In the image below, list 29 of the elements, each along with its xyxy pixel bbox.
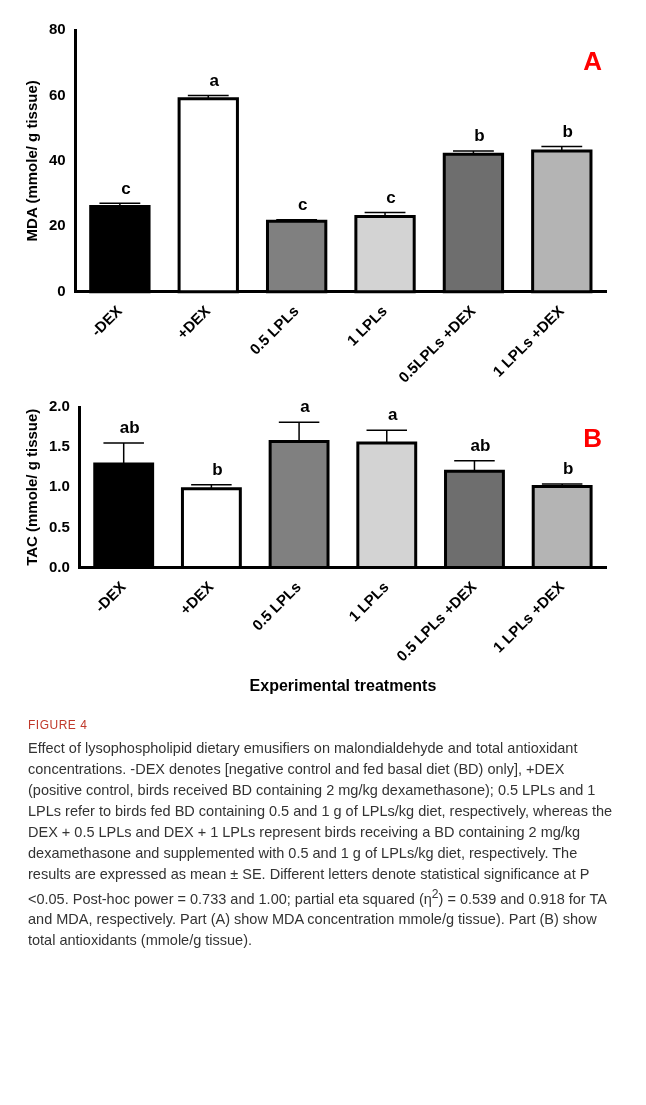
- annotation: b: [212, 460, 223, 480]
- y-axis-title: MDA (mmole/ g tissue): [23, 80, 41, 242]
- y-tick-label: 0: [57, 281, 66, 299]
- y-tick-label: 80: [49, 20, 66, 38]
- annotation: ab: [470, 435, 491, 455]
- annotation: c: [121, 178, 131, 198]
- y-tick-label: 20: [49, 216, 66, 234]
- text: Effect of lysophospholipid dietary emusifiers on malondialdehyde and total antioxidant concentrations. -DEX denotes [negative control and fed basal diet (BD) only], +DEX (positive control, birds received BD containing 2 mg/kg dexamethasone); 0.5 LPLs and 1 LPLs refer to birds fed BD containing 0.5 and 1 g of LPLs/kg diet, respectively, whereas the DEX + 0.5 LPLs and DEX + 1 LPLs represent birds receiving a BD containing 2 mg/kg dexamethasone and supplemented with 0.5 and 1 g of LPLs/kg diet, respectively. The results are expressed as mean ± SE. Different letters denote statistical significance at P <0.05. Post-hoc power = 0.733 and 1.00; partial eta squared (η$^{2}$) = 0.539 and 0.918 for TA and MDA, respectively. Part (A) show MDA concentration mmole/g tissue). Part (B) show total antioxidants (mmole/g tissue).: [28, 740, 613, 949]
- y-tick-label: 1.0: [48, 477, 70, 495]
- annotation: a: [388, 405, 399, 425]
- x-axis-title: Experimental treatments: [249, 676, 437, 694]
- y-axis-title: TAC (mmole/ g tissue): [23, 408, 41, 566]
- annotation: b: [562, 121, 573, 141]
- annotation: c: [297, 194, 308, 214]
- y-tick-label: 2.0: [48, 397, 70, 415]
- annotation: b: [562, 459, 574, 479]
- y-tick-label: 40: [49, 150, 66, 168]
- annotation: b: [474, 126, 485, 146]
- annotation: ab: [119, 418, 140, 438]
- annotation: a: [300, 397, 311, 417]
- caption: FIGURE 4: [28, 717, 89, 734]
- y-tick-label: 60: [49, 85, 66, 103]
- y-tick-label: 1.5: [48, 437, 70, 455]
- y-tick-label: 0.0: [48, 557, 70, 575]
- text: A: [583, 46, 603, 77]
- text: B: [583, 423, 602, 454]
- y-tick-label: 0.5: [48, 517, 70, 535]
- annotation: c: [386, 187, 396, 207]
- annotation: a: [209, 70, 220, 90]
